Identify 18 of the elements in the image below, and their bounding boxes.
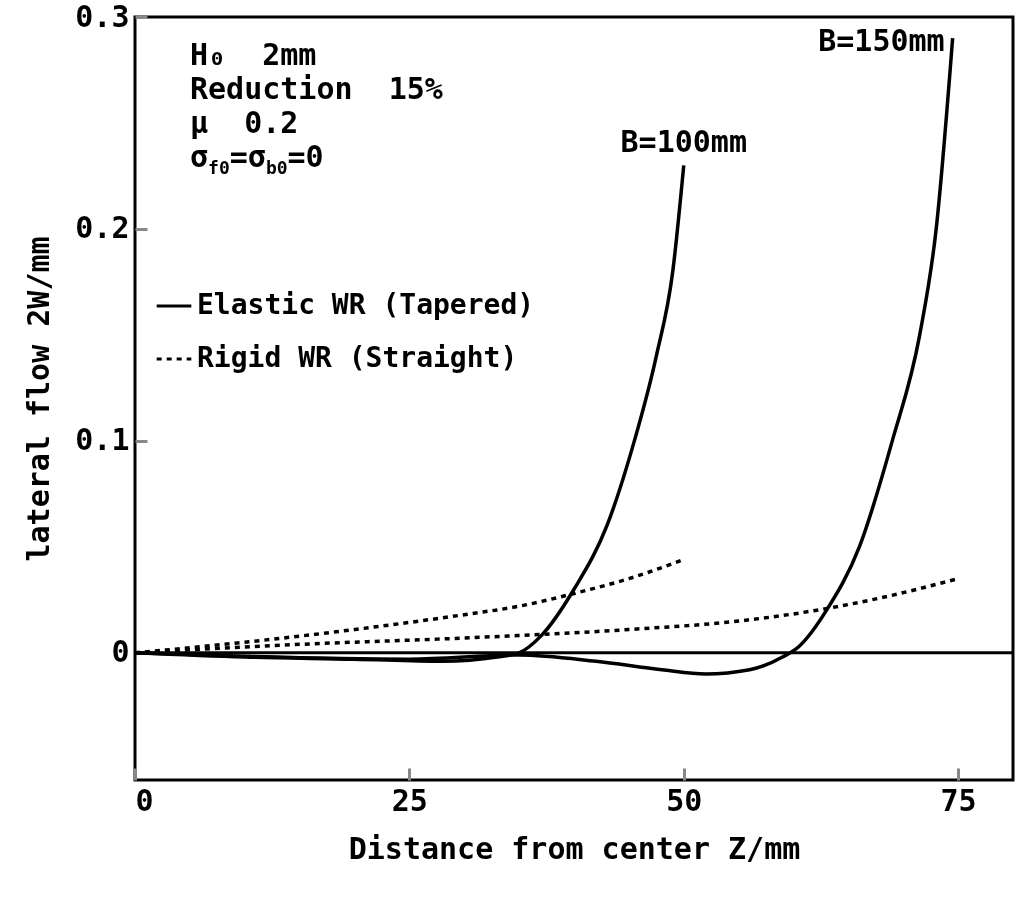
annotation: σ$_{f0}$=σ$_{b0}$=0 xyxy=(190,139,325,180)
y-axis-title: lateral flow 2W/mm xyxy=(21,236,57,562)
annotation: H₀ 2mm xyxy=(190,37,318,72)
x-tick-label: 0 xyxy=(135,782,154,818)
annotation: μ 0.2 xyxy=(190,105,300,140)
legend-label: Elastic WR (Tapered) xyxy=(197,288,535,321)
y-tick-label: 0.1 xyxy=(75,422,130,458)
x-tick-label: 50 xyxy=(666,782,703,818)
y-tick-label: 0.2 xyxy=(75,210,130,246)
annotation: B=100mm xyxy=(620,124,747,160)
y-tick-label: 0 xyxy=(111,634,130,670)
legend-label: Rigid WR (Straight) xyxy=(197,341,518,374)
y-tick-label: 0.3 xyxy=(75,0,130,34)
annotation: B=150mm xyxy=(818,23,945,59)
x-axis-title: Distance from center Z/mm xyxy=(348,830,801,866)
x-tick-label: 75 xyxy=(940,782,977,818)
annotation: Reduction 15% xyxy=(190,71,443,106)
x-tick-label: 25 xyxy=(391,782,428,818)
